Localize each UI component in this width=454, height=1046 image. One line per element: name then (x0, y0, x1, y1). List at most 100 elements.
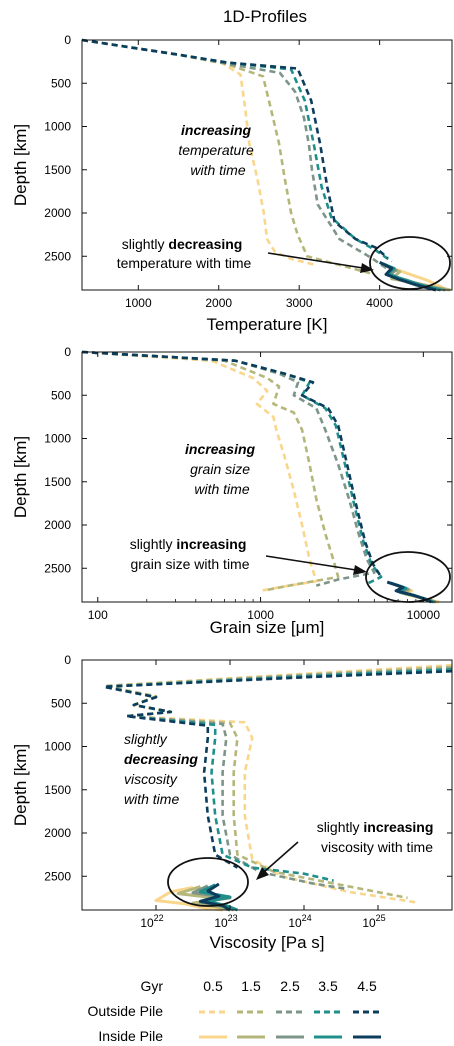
grain-size-series-outside-2-5gyr (81, 350, 376, 587)
viscosity-annotation-prefix: slightly (124, 731, 168, 747)
grain-size-annotation-pile-line-2: grain size with time (130, 556, 249, 572)
viscosity-y-tick-label: 1500 (44, 783, 71, 797)
viscosity-pile-ellipse (167, 857, 249, 907)
grain-size-x-axis-label: Grain size [μm] (210, 618, 325, 637)
temperature-annotation-line-1: temperature (178, 142, 254, 158)
grain-size-y-tick-label: 0 (64, 345, 71, 359)
legend: Gyr Outside Pile Inside Pile 0.5 1.5 2.5 3.… (88, 978, 381, 1044)
viscosity-x-axis-label: Viscosity [Pa s] (210, 933, 325, 952)
viscosity-annotation-line-2: with time (124, 791, 179, 807)
legend-gyr-label: 4.5 (357, 978, 377, 994)
legend-row-inside-label: Inside Pile (98, 1028, 163, 1044)
temperature-panel: 0 500 1000 1500 2000 2500 1000 2000 3000 4000 Tem… (11, 33, 453, 334)
grain-size-y-tick-label: 500 (51, 388, 71, 402)
grain-size-annotation-trend: increasing grain size with time (185, 441, 259, 497)
viscosity-annotation-pile: slightly increasing viscosity with time (317, 819, 438, 855)
temperature-annotation-arrow-line (267, 252, 364, 269)
legend-gyr-label: 2.5 (280, 978, 300, 994)
viscosity-x-tick-label: 1022 (140, 913, 163, 930)
viscosity-y-tick-label: 0 (64, 653, 71, 667)
viscosity-series-inside-0-5gyr (154, 886, 223, 912)
viscosity-y-tick-label: 2500 (44, 869, 71, 883)
temperature-y-tick-label: 2000 (44, 206, 71, 220)
legend-row-outside-label: Outside Pile (88, 1003, 164, 1019)
viscosity-series-inside-4-5gyr (198, 882, 231, 912)
legend-header: Gyr (140, 978, 163, 994)
temperature-x-tick-label: 1000 (125, 296, 152, 310)
temperature-x-axis-label: Temperature [K] (207, 315, 328, 334)
grain-size-annotation-line-2: with time (194, 481, 249, 497)
viscosity-annotation-line-1: viscosity (124, 771, 178, 787)
temperature-y-tick-label: 0 (64, 33, 71, 47)
figure-title: 1D-Profiles (223, 7, 307, 26)
temperature-series-outside-4-5gyr (81, 38, 389, 259)
viscosity-x-tick-label: 1023 (214, 913, 237, 930)
grain-size-y-tick-label: 2000 (44, 518, 71, 532)
viscosity-annotation-arrowhead (256, 867, 269, 880)
grain-size-y-tick-label: 1500 (44, 475, 71, 489)
temperature-x-tick-label: 3000 (286, 296, 313, 310)
temperature-series-inside-4-5gyr (378, 260, 437, 292)
grain-size-x-tick-label: 100 (88, 608, 108, 622)
temperature-annotation-trend: increasing temperature with time (178, 122, 257, 178)
temperature-y-tick-label: 1000 (44, 120, 71, 134)
temperature-series-layer (81, 38, 451, 292)
grain-size-y-tick-label: 1000 (44, 432, 71, 446)
viscosity-series-layer (102, 663, 453, 912)
grain-size-annotation-pile: slightly increasing grain size with time (130, 536, 251, 572)
grain-size-series-outside-1-5gyr (81, 350, 340, 592)
temperature-x-tick-label: 4000 (366, 296, 393, 310)
temperature-annotation-pile-line-2: temperature with time (117, 255, 252, 271)
grain-size-plot-frame (81, 351, 453, 603)
grain-size-annotation-bold: increasing (185, 441, 255, 457)
temperature-x-tick-label: 2000 (205, 296, 232, 310)
viscosity-ticks: 0 500 1000 1500 2000 2500 1022 1023 1024 1025 (44, 653, 452, 930)
temperature-annotation-arrowhead (360, 263, 374, 273)
temperature-y-tick-label: 1500 (44, 163, 71, 177)
grain-size-annotation-pile-line-1: slightly increasing (130, 536, 247, 552)
temperature-annotation-pile-line-1: slightly decreasing (122, 236, 243, 252)
grain-size-series-outside-4-5gyr (81, 350, 383, 578)
temperature-y-tick-label: 500 (51, 76, 71, 90)
viscosity-y-tick-label: 1000 (44, 740, 71, 754)
grain-size-y-axis-label: Depth [km] (11, 436, 30, 518)
grain-size-x-tick-label: 10000 (407, 608, 441, 622)
legend-gyr-label: 1.5 (241, 978, 261, 994)
viscosity-panel: 0 500 1000 1500 2000 2500 1022 1023 1024 1025 Vis… (11, 653, 453, 952)
legend-gyr-label: 3.5 (318, 978, 338, 994)
grain-size-series-layer (81, 350, 440, 604)
viscosity-annotation-pile-line-2: viscosity with time (321, 839, 433, 855)
viscosity-y-tick-label: 500 (51, 696, 71, 710)
temperature-series-outside-2-5gyr (81, 38, 389, 271)
viscosity-series-outside-0-5gyr (102, 663, 453, 904)
temperature-plot-frame (81, 39, 453, 291)
viscosity-annotation-bold: decreasing (124, 751, 198, 767)
temperature-annotation-line-2: with time (190, 162, 245, 178)
temperature-annotation-pile: slightly decreasing temperature with tim… (117, 236, 252, 271)
temperature-series-outside-1-5gyr (81, 38, 372, 275)
viscosity-annotation-arrow-line (263, 841, 299, 873)
grain-size-annotation-arrowhead (353, 565, 367, 575)
grain-size-pile-ellipse (365, 551, 451, 603)
grain-size-series-inside-4-5gyr (386, 580, 432, 604)
legend-gyr-label: 0.5 (203, 978, 223, 994)
viscosity-y-axis-label: Depth [km] (11, 744, 30, 826)
viscosity-series-inside-3-5gyr (198, 883, 238, 912)
viscosity-y-tick-label: 2000 (44, 826, 71, 840)
temperature-y-axis-label: Depth [km] (11, 124, 30, 206)
viscosity-annotation-pile-line-1: slightly increasing (317, 819, 434, 835)
grain-size-panel: 0 500 1000 1500 2000 2500 100 1000 10000 Grain s… (11, 345, 453, 637)
grain-size-ticks: 0 500 1000 1500 2000 2500 100 1000 10000 (44, 345, 452, 622)
grain-size-annotation-arrow-line (265, 555, 357, 571)
grain-size-annotation-line-1: grain size (190, 461, 250, 477)
grain-size-x-tick-label: 1000 (247, 608, 274, 622)
temperature-pile-ellipse (369, 236, 451, 290)
grain-size-y-tick-label: 2500 (44, 561, 71, 575)
viscosity-x-tick-label: 1025 (362, 913, 385, 930)
viscosity-annotation-trend: slightly decreasing viscosity with time (124, 731, 202, 807)
temperature-y-tick-label: 2500 (44, 249, 71, 263)
viscosity-plot-frame (81, 659, 453, 911)
legend-items: 0.5 1.5 2.5 3.5 4.5 (199, 978, 381, 1039)
viscosity-x-tick-label: 1024 (288, 913, 311, 930)
